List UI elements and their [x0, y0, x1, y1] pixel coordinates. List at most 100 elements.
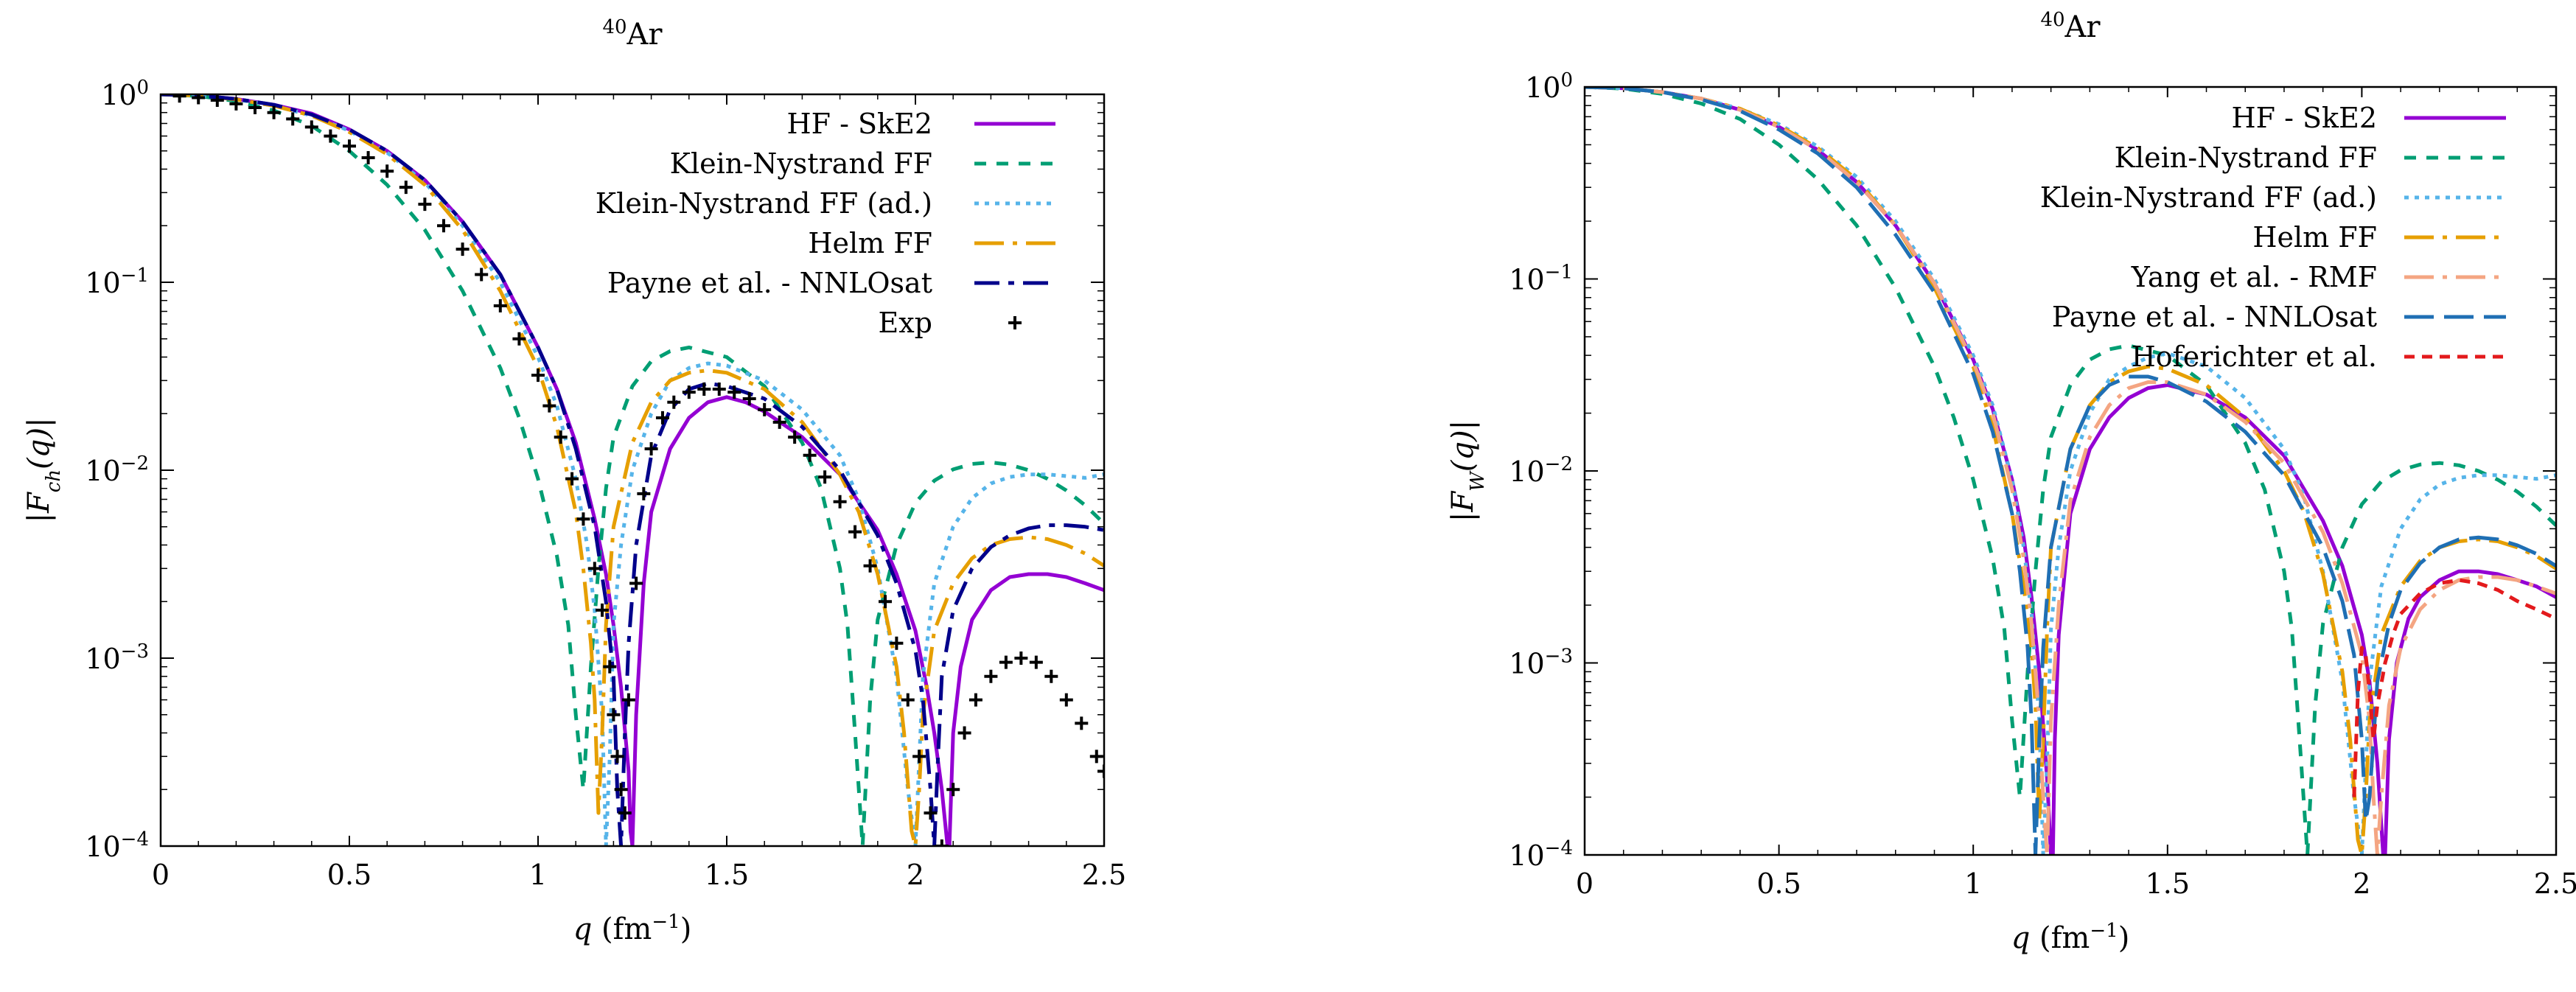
data-point — [603, 660, 617, 674]
data-point — [1075, 716, 1089, 730]
chart-title: 40Ar — [602, 16, 663, 52]
data-point — [324, 129, 338, 143]
data-point — [772, 415, 786, 429]
y-tick-label: 10−3 — [85, 640, 149, 675]
data-point — [286, 112, 300, 126]
data-point — [493, 298, 507, 312]
data-point — [924, 806, 938, 820]
data-point — [380, 164, 394, 178]
x-tick-label: 2.5 — [2534, 867, 2576, 900]
x-tick-label: 2 — [907, 859, 924, 891]
y-tick-label: 10−4 — [85, 828, 149, 863]
weak-form-factor-chart: 40Ar 0 0.5 1 1.5 2 2.5 100 10−1 10−2 10−3 10−4 q (fm… — [1446, 9, 2576, 955]
legend-label: Helm FF — [2252, 221, 2377, 254]
data-point — [210, 94, 224, 108]
legend-label: Klein-Nystrand FF — [670, 147, 932, 180]
x-tick-label: 0 — [1576, 867, 1594, 900]
data-point — [901, 693, 915, 707]
data-point — [682, 385, 696, 399]
data-point — [343, 139, 356, 153]
series-line — [1585, 87, 2556, 855]
data-point — [361, 150, 375, 164]
x-tick-label: 0 — [152, 859, 170, 891]
data-point — [229, 97, 243, 111]
data-point — [788, 430, 802, 444]
data-point — [833, 495, 847, 509]
data-point — [531, 368, 545, 383]
data-point — [618, 806, 632, 820]
chart-title: 40Ar — [2040, 9, 2101, 44]
plot-area — [1585, 87, 2556, 855]
y-tick-label: 100 — [101, 77, 149, 111]
plot-area — [161, 94, 1104, 846]
y-tick-label: 10−1 — [1509, 262, 1573, 296]
series-line — [161, 94, 1104, 846]
data-point — [803, 448, 817, 462]
data-point — [610, 750, 624, 764]
data-point — [1029, 655, 1043, 669]
charge-form-factor-chart: 40Ar 0 0.5 1 1.5 2 2.5 100 10−1 10−2 10−3 10−4 q (fm… — [22, 16, 1126, 946]
y-axis-label: |FW(q)| — [1446, 420, 1489, 522]
x-tick-label: 0.5 — [1756, 867, 1801, 900]
legend-label: HF - SkE2 — [787, 108, 932, 140]
data-point — [655, 411, 669, 425]
data-point — [935, 839, 949, 846]
legend-label: Yang et al. - RMF — [2131, 261, 2377, 293]
series-line — [1585, 87, 2556, 855]
plot-frame — [1583, 85, 2558, 856]
data-point — [879, 595, 893, 609]
y-tick-label: 10−3 — [1509, 646, 1573, 680]
data-point — [248, 100, 262, 114]
y-tick-label: 10−1 — [85, 265, 149, 299]
data-point — [576, 512, 590, 526]
series-exp-markers — [172, 94, 1104, 846]
data-point — [863, 559, 877, 573]
x-axis-label: q (fm−1) — [573, 911, 692, 946]
y-tick-label: 10−2 — [85, 453, 149, 487]
data-point — [742, 392, 756, 406]
data-point — [890, 636, 904, 650]
x-tick-label: 2 — [2353, 867, 2370, 900]
y-axis-label: |Fch(q)| — [22, 418, 65, 523]
data-point — [818, 470, 832, 484]
series-line — [161, 94, 1104, 846]
data-point — [912, 750, 926, 764]
plot-frame — [159, 93, 1106, 848]
data-point — [554, 430, 568, 444]
x-tick-label: 1 — [529, 859, 547, 891]
legend: HF - SkE2 Klein-Nystrand FF Klein-Nystrand… — [2040, 102, 2506, 373]
legend-label: Klein-Nystrand FF (ad.) — [596, 187, 932, 220]
legend: HF - SkE2 Klein-Nystrand FF Klein-Nystrand… — [596, 108, 1055, 339]
series-line — [2352, 578, 2556, 797]
data-point — [1014, 652, 1028, 665]
series-line — [1585, 87, 2556, 855]
data-point — [1089, 750, 1103, 764]
y-tick-label: 10−4 — [1509, 837, 1573, 872]
data-point — [712, 383, 726, 397]
data-point — [437, 219, 450, 233]
data-point — [614, 783, 628, 797]
data-point — [455, 242, 470, 256]
data-point — [596, 603, 610, 617]
data-point — [1097, 764, 1104, 778]
x-tick-label: 1.5 — [2146, 867, 2190, 900]
data-point — [848, 525, 862, 539]
x-axis-label: q (fm−1) — [2011, 920, 2130, 955]
data-point — [957, 726, 971, 740]
data-point — [697, 383, 711, 397]
data-point — [587, 562, 601, 576]
y-tick-label: 10−2 — [1509, 453, 1573, 488]
data-point — [984, 669, 998, 683]
data-point — [267, 105, 281, 119]
data-point — [629, 576, 643, 590]
legend-label: Klein-Nystrand FF (ad.) — [2040, 181, 2377, 214]
data-point — [644, 441, 658, 455]
data-point — [758, 402, 772, 416]
data-point — [607, 708, 621, 722]
series-line — [1585, 87, 2556, 855]
data-point — [565, 472, 579, 486]
x-tick-label: 1.5 — [705, 859, 749, 891]
data-point — [542, 399, 556, 413]
data-point — [946, 783, 960, 797]
